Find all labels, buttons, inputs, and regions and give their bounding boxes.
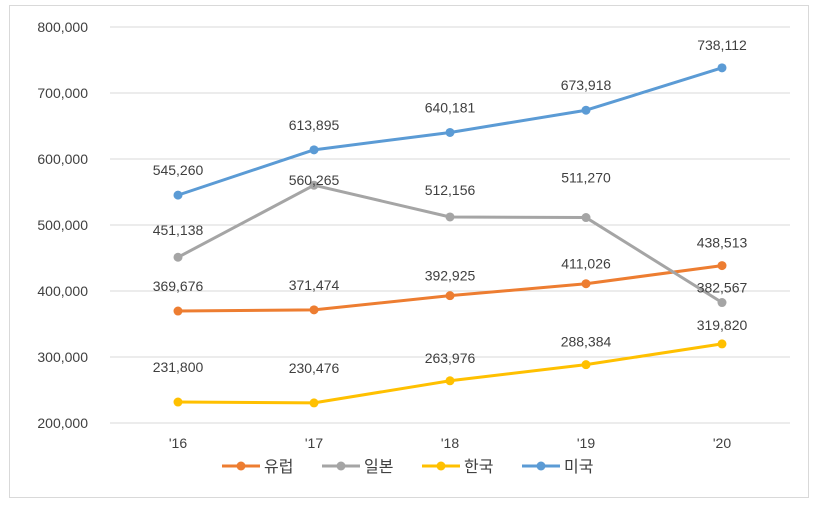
y-tick-label: 600,000 [37,151,88,167]
data-point [309,305,319,315]
x-tick-label: '19 [577,435,595,451]
data-point [445,212,455,222]
y-tick-label: 800,000 [37,19,88,35]
data-point [717,298,727,308]
data-point [173,252,183,262]
data-label: 438,513 [697,235,748,251]
data-point [173,397,183,407]
data-point [717,339,727,349]
legend-marker [436,461,446,471]
y-tick-label: 500,000 [37,217,88,233]
data-label: 371,474 [289,277,340,293]
legend-label: 유럽 [264,458,293,476]
legend-label: 미국 [564,458,593,476]
series-line-일본 [177,183,723,304]
data-label: 613,895 [289,117,340,133]
data-label: 512,156 [425,182,476,198]
data-label: 231,800 [153,359,204,375]
data-label: 738,112 [697,37,747,53]
data-label: 382,567 [697,280,748,296]
x-tick-label: '18 [441,435,459,451]
x-tick-label: '16 [169,435,187,451]
data-label: 230,476 [289,360,340,376]
data-label: 319,820 [697,317,748,333]
data-label: 411,026 [561,256,611,272]
data-point [445,127,455,137]
data-label: 673,918 [561,77,612,93]
data-point [581,279,591,289]
x-tick-label: '20 [713,435,731,451]
legend-marker [536,461,546,471]
legend-marker [236,461,246,471]
data-label: 288,384 [561,334,612,350]
data-point [173,306,183,316]
legend-label: 일본 [364,458,393,476]
y-tick-label: 300,000 [37,349,88,365]
data-label: 451,138 [153,222,204,238]
data-point [445,291,455,301]
data-label: 511,270 [561,170,611,186]
data-label: 263,976 [425,350,476,366]
data-point [717,261,727,271]
y-tick-label: 200,000 [37,415,88,431]
y-tick-label: 400,000 [37,283,88,299]
data-point [581,360,591,370]
legend-marker [336,461,346,471]
data-point [581,105,591,115]
data-label: 545,260 [153,162,204,178]
data-point [717,63,727,73]
chart-frame [9,5,809,498]
data-point [581,213,591,223]
data-point [173,190,183,200]
data-point [309,180,319,190]
data-label: 640,181 [425,99,476,115]
legend-label: 한국 [464,458,493,476]
data-point [309,398,319,408]
data-point [309,145,319,155]
data-label: 560,265 [289,172,340,188]
data-point [445,376,455,386]
data-label: 392,925 [425,268,476,284]
x-tick-label: '17 [305,435,323,451]
data-label: 369,676 [153,278,204,294]
y-tick-label: 700,000 [37,85,88,101]
